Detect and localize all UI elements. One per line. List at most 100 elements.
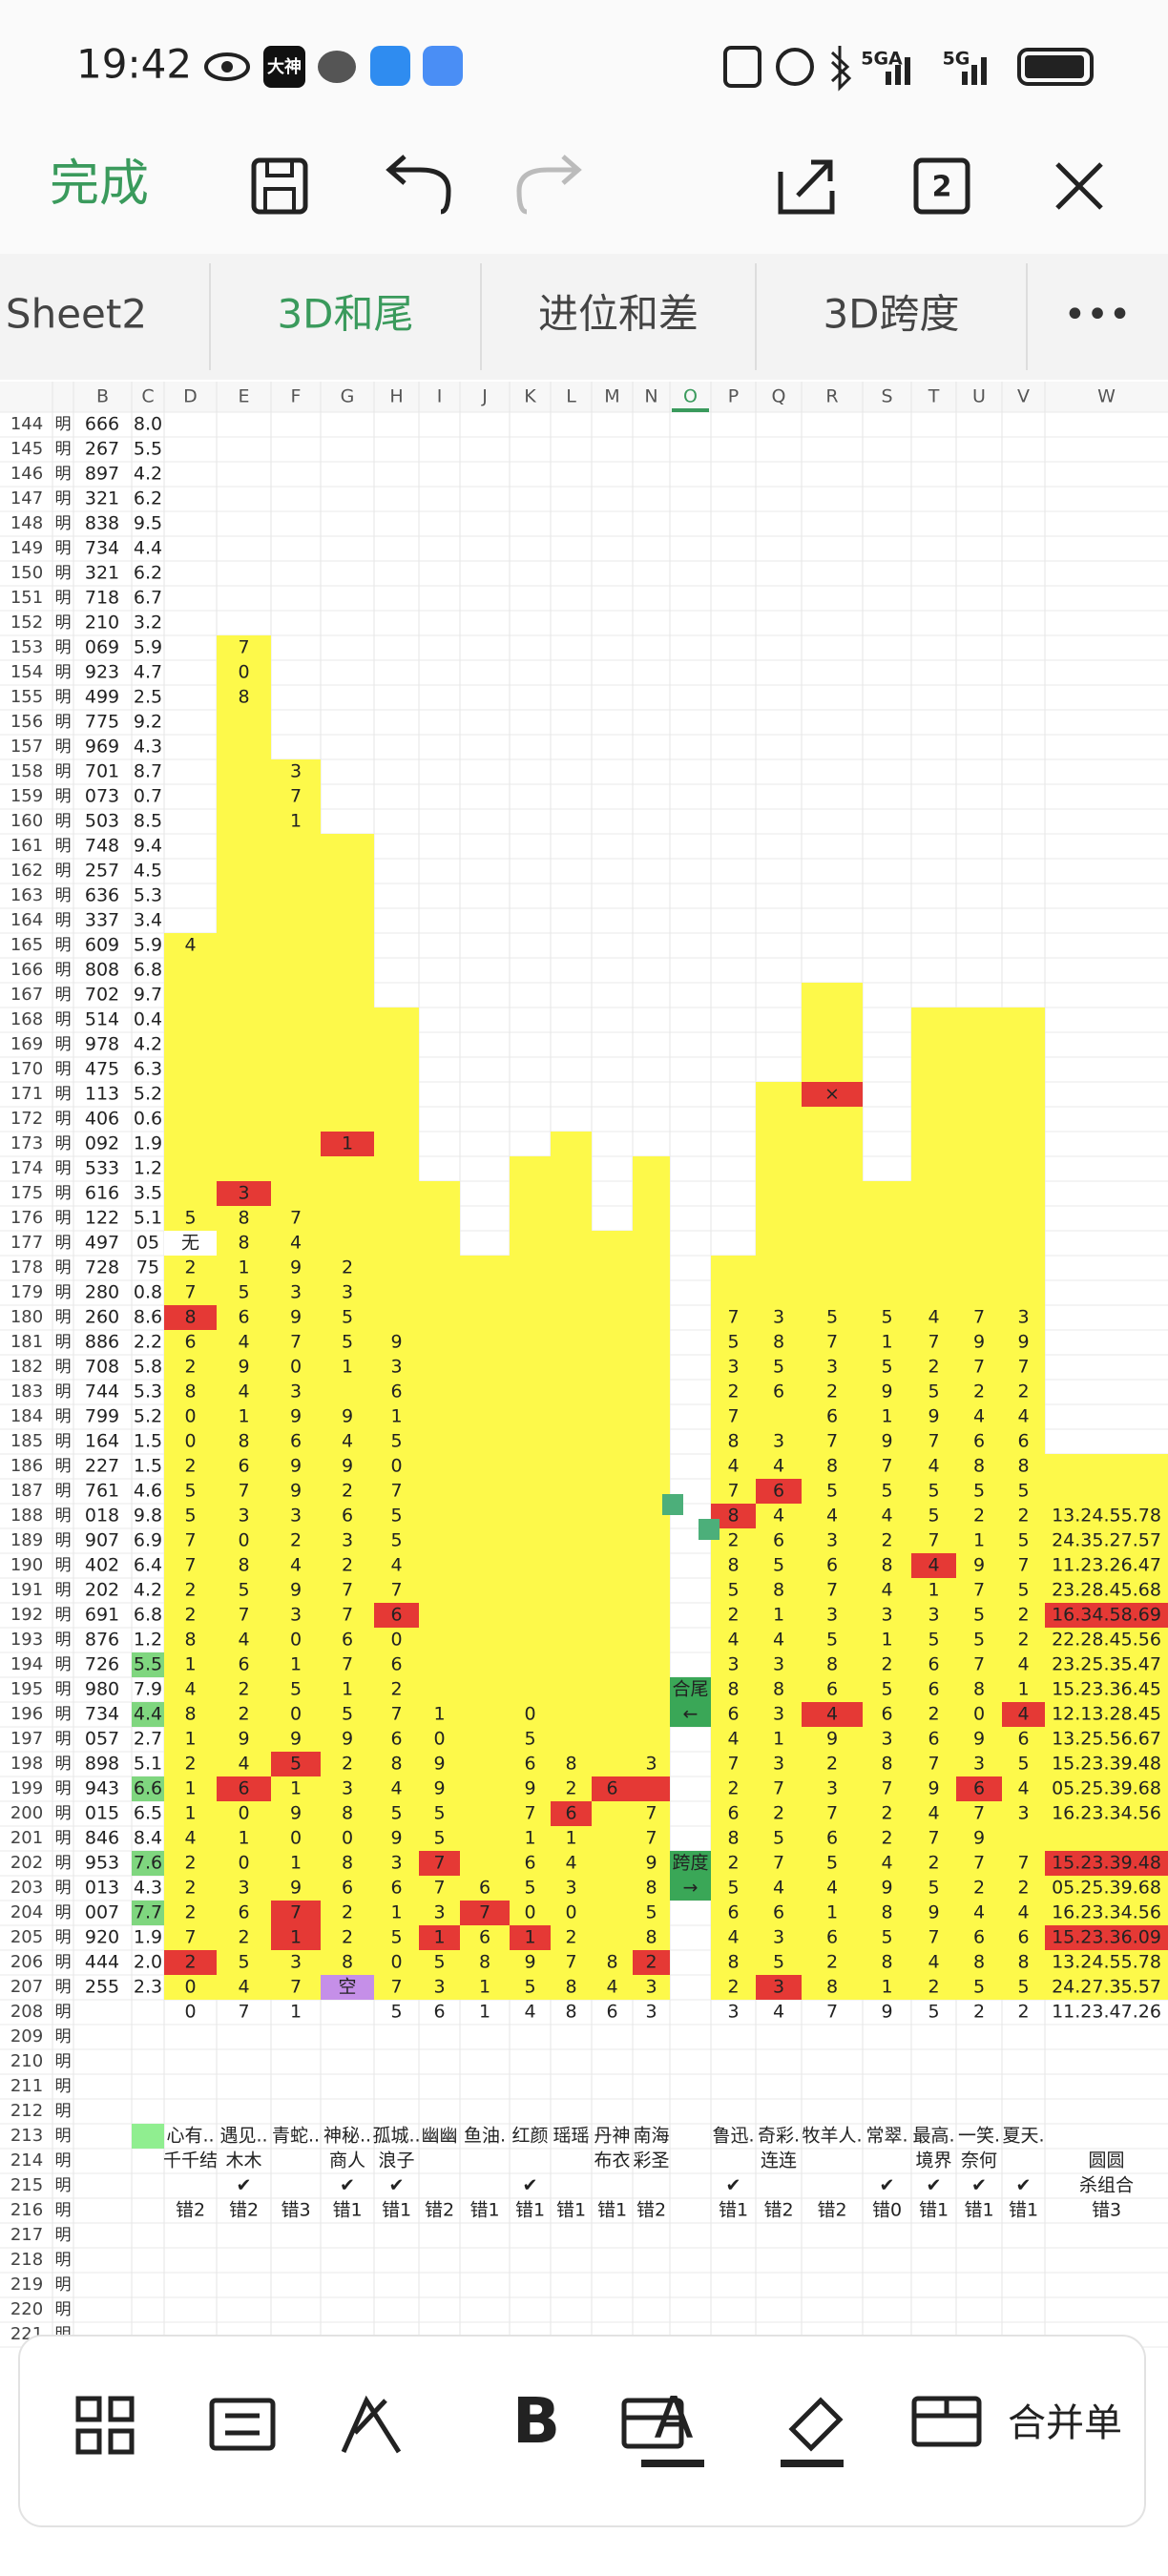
cell-text[interactable]: 691: [85, 1605, 119, 1626]
cell-text[interactable]: 6: [479, 1927, 490, 1948]
cell-text[interactable]: 321: [85, 563, 119, 584]
cell-text[interactable]: 7: [727, 1307, 739, 1328]
cell-text[interactable]: 3: [881, 1605, 892, 1626]
cell-text[interactable]: 1: [390, 1406, 402, 1427]
cell-text[interactable]: 5.8: [134, 1357, 162, 1378]
cell-text[interactable]: 775: [85, 712, 119, 733]
cell-text[interactable]: 2: [184, 1902, 196, 1923]
cell-text[interactable]: 9: [973, 1828, 985, 1849]
cell-text[interactable]: 12.13.28.45: [1052, 1704, 1161, 1725]
share-button[interactable]: [778, 159, 835, 215]
cell-text[interactable]: 164: [85, 1431, 119, 1452]
cell-text[interactable]: 遇见..: [219, 2126, 267, 2147]
cell-text[interactable]: 错2: [176, 2200, 205, 2221]
cell-text[interactable]: 4: [773, 1878, 784, 1899]
cell-text[interactable]: 1: [524, 1927, 535, 1948]
cell-text[interactable]: 7: [645, 1828, 657, 1849]
column-header[interactable]: E: [238, 386, 249, 407]
done-button[interactable]: 完成: [50, 156, 149, 213]
cell-text[interactable]: 2: [973, 2002, 985, 2023]
cell-text[interactable]: 4: [238, 1381, 249, 1402]
cell-text[interactable]: 744: [85, 1381, 119, 1402]
cell-text[interactable]: 4: [973, 1902, 985, 1923]
cell-text[interactable]: 202: [85, 1580, 119, 1601]
column-header[interactable]: Q: [772, 386, 786, 407]
cell-text[interactable]: 497: [85, 1233, 119, 1254]
cell-text[interactable]: 666: [85, 414, 119, 435]
cell-text[interactable]: 8: [826, 1456, 838, 1477]
cell-text[interactable]: 3: [238, 1506, 249, 1527]
cell-text[interactable]: 2: [727, 1530, 739, 1551]
cell-text[interactable]: 7: [433, 1878, 445, 1899]
cell-text[interactable]: 2: [645, 1952, 657, 1973]
cell-text[interactable]: 8: [342, 1853, 353, 1874]
cell-text[interactable]: 2: [238, 1679, 249, 1700]
cell-text[interactable]: 3: [928, 1605, 939, 1626]
cell-text[interactable]: 3: [645, 2002, 657, 2023]
cell-text[interactable]: 1.5: [134, 1456, 162, 1477]
cell-text[interactable]: 761: [85, 1481, 119, 1502]
column-header[interactable]: F: [291, 386, 302, 407]
cell-text[interactable]: 奇彩.: [758, 2126, 800, 2147]
cell-text[interactable]: 7: [928, 1927, 939, 1948]
cell-text[interactable]: 9: [290, 1406, 302, 1427]
cell-text[interactable]: 0.6: [134, 1109, 162, 1130]
cell-text[interactable]: 9: [390, 1332, 402, 1353]
cell-text[interactable]: 7: [1017, 1555, 1029, 1576]
cell-text[interactable]: 11.23.26.47: [1052, 1555, 1161, 1576]
cell-text[interactable]: 5.1: [134, 1754, 162, 1775]
cell-text[interactable]: 24.27.35.57: [1052, 1977, 1161, 1998]
cell-text[interactable]: 8: [342, 1952, 353, 1973]
cell-text[interactable]: 8: [881, 1555, 892, 1576]
cell-text[interactable]: 4: [1017, 1654, 1029, 1675]
cell-text[interactable]: 7: [290, 1332, 302, 1353]
cell-text[interactable]: 2: [184, 1580, 196, 1601]
cell-text[interactable]: 牧羊人.: [802, 2126, 862, 2147]
cell-text[interactable]: 0: [290, 1828, 302, 1849]
cell-text[interactable]: 5.9: [134, 935, 162, 956]
sheet-tab[interactable]: 3D和尾: [277, 291, 413, 338]
cell-text[interactable]: 6.2: [134, 563, 162, 584]
cell-text[interactable]: 8: [184, 1307, 196, 1328]
cell-text[interactable]: 0: [184, 1977, 196, 1998]
cell-text[interactable]: 9: [290, 1729, 302, 1750]
cell-text[interactable]: 0: [184, 1406, 196, 1427]
cell-text[interactable]: 2: [290, 1530, 302, 1551]
cell-text[interactable]: 5: [773, 1357, 784, 1378]
cell-text[interactable]: 7: [773, 1778, 784, 1799]
cell-text[interactable]: 9.2: [134, 712, 162, 733]
cell-text[interactable]: 6: [342, 1506, 353, 1527]
cell-text[interactable]: 8: [238, 1555, 249, 1576]
cell-text[interactable]: 4: [826, 1506, 838, 1527]
cell-text[interactable]: 402: [85, 1555, 119, 1576]
cell-text[interactable]: 3: [645, 1977, 657, 1998]
cell-text[interactable]: 7: [727, 1754, 739, 1775]
cell-text[interactable]: 5: [881, 1481, 892, 1502]
cell-text[interactable]: 3: [645, 1754, 657, 1775]
cell-text[interactable]: 9: [826, 1729, 838, 1750]
cell-text[interactable]: 3: [565, 1878, 576, 1899]
cell-text[interactable]: 4: [1017, 1704, 1029, 1725]
cell-text[interactable]: 南海: [633, 2126, 669, 2147]
cell-text[interactable]: 0: [433, 1729, 445, 1750]
cell-text[interactable]: 1: [184, 1654, 196, 1675]
cell-text[interactable]: 3: [290, 1952, 302, 1973]
cell-text[interactable]: 4: [342, 1431, 353, 1452]
cell-text[interactable]: 4.5: [134, 861, 162, 882]
cell-text[interactable]: 6: [928, 1729, 939, 1750]
cell-text[interactable]: 748: [85, 836, 119, 857]
cell-text[interactable]: 015: [85, 1803, 119, 1824]
cell-text[interactable]: 4: [928, 1555, 939, 1576]
cell-text[interactable]: 7: [881, 1778, 892, 1799]
sheet-tab[interactable]: Sheet2: [6, 291, 147, 338]
cell-text[interactable]: 1: [342, 1357, 353, 1378]
cell-text[interactable]: 8.5: [134, 811, 162, 832]
cell-text[interactable]: 718: [85, 588, 119, 609]
cell-text[interactable]: 3: [826, 1778, 838, 1799]
cell-text[interactable]: 5: [390, 1431, 402, 1452]
cell-text[interactable]: 2: [826, 1381, 838, 1402]
cell-text[interactable]: 920: [85, 1927, 119, 1948]
cell-text[interactable]: 0: [290, 1630, 302, 1651]
cell-text[interactable]: 969: [85, 737, 119, 758]
cell-text[interactable]: 5: [727, 1580, 739, 1601]
